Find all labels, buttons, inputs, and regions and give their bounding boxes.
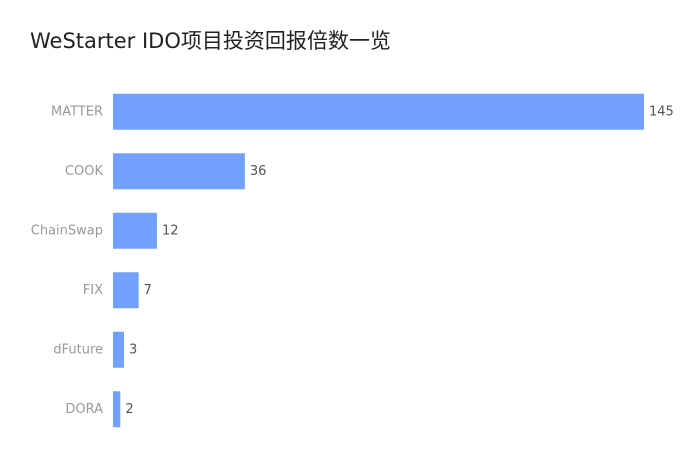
bar xyxy=(113,391,121,428)
value-label: 36 xyxy=(250,164,267,179)
value-label: 12 xyxy=(162,223,179,238)
value-label: 145 xyxy=(649,104,674,119)
y-tick-label: FIX xyxy=(83,283,103,298)
y-tick-label: COOK xyxy=(65,164,104,179)
bar xyxy=(113,272,139,309)
bar xyxy=(113,212,157,249)
chart-title: WeStarter IDO项目投资回报倍数一览 xyxy=(30,29,391,53)
y-tick-label: ChainSwap xyxy=(31,223,103,238)
bar xyxy=(113,331,124,368)
value-label: 3 xyxy=(129,342,137,357)
bar xyxy=(113,93,644,130)
value-label: 7 xyxy=(144,283,152,298)
y-tick-label: DORA xyxy=(65,402,103,417)
y-tick-label: dFuture xyxy=(53,342,103,357)
y-tick-label: MATTER xyxy=(51,104,103,119)
value-label: 2 xyxy=(125,402,133,417)
bar xyxy=(113,153,245,190)
